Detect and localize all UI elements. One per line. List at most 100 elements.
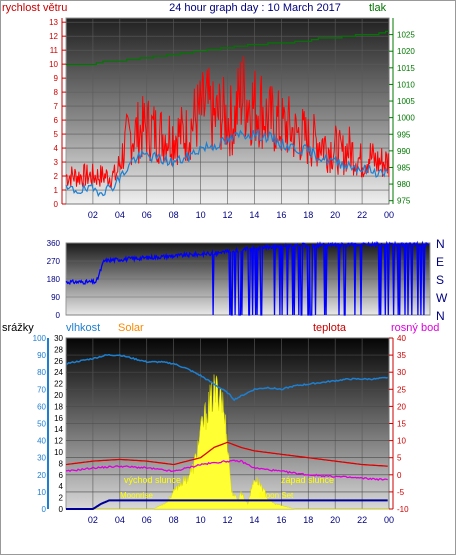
sunset-label: západ slunce [281, 475, 334, 485]
wind-hour-label: 10 [196, 210, 206, 220]
rain-tick-label: 0 [42, 505, 47, 514]
dewpoint-line [65, 459, 388, 481]
temperature-axis-label: teplota [313, 322, 347, 334]
wind-tick-label: 0 [54, 200, 59, 209]
compass-label: W [436, 291, 448, 305]
wind-gust-line [65, 56, 390, 189]
humidity-tick-label: 12 [54, 437, 63, 446]
pressure-tick-label: 995 [397, 130, 411, 139]
pressure-tick-label: 990 [397, 147, 411, 156]
humidity-tick-label: 30 [54, 334, 63, 343]
humidity-line [65, 353, 388, 402]
wind-hour-label: 02 [88, 210, 98, 220]
wind-tick-label: 8 [54, 88, 59, 97]
climate-hour-label: 18 [303, 515, 313, 525]
climate-hour-label: 00 [384, 515, 394, 525]
direction-tick-label: 0 [56, 311, 61, 320]
temperature-tick-label: 0 [397, 471, 402, 480]
wind-tick-label: 5 [54, 130, 59, 139]
wind-tick-label: 3 [54, 158, 59, 167]
climate-hour-label: 12 [222, 515, 232, 525]
humidity-tick-label: 8 [59, 459, 64, 468]
temperature-tick-label: 10 [397, 437, 406, 446]
humidity-tick-label: 10 [54, 448, 63, 457]
pressure-tick-label: 1020 [397, 47, 415, 56]
wind-tick-label: 11 [50, 46, 59, 55]
wind-tick-label: 12 [49, 32, 58, 41]
pressure-tick-label: 1025 [397, 31, 415, 40]
wind-tick-label: 4 [54, 144, 59, 153]
climate-hour-label: 16 [276, 515, 286, 525]
rain-axis-label: srážky [2, 322, 34, 334]
temperature-tick-label: 20 [397, 402, 406, 411]
humidity-tick-label: 4 [59, 482, 64, 491]
wind-hour-label: 22 [357, 210, 367, 220]
climate-hour-label: 08 [169, 515, 179, 525]
pressure-line [66, 30, 389, 66]
solar-area [66, 374, 389, 510]
humidity-tick-label: 26 [54, 357, 63, 366]
pressure-tick-label: 1015 [397, 64, 415, 73]
wind-hour-label: 16 [276, 210, 286, 220]
wind-hour-label: 08 [169, 210, 179, 220]
pressure-tick-label: 1010 [397, 80, 415, 89]
wind-hour-label: 14 [249, 210, 259, 220]
humidity-tick-label: 24 [54, 368, 63, 377]
compass-label: N [436, 309, 445, 323]
temperature-tick-label: 30 [397, 368, 406, 377]
climate-hour-label: 02 [88, 515, 98, 525]
temperature-tick-label: 35 [397, 351, 406, 360]
climate-hour-label: 22 [357, 515, 367, 525]
wind-tick-label: 10 [49, 60, 58, 69]
pressure-tick-label: 975 [397, 197, 411, 206]
chart-title: 24 hour graph day : 10 March 2017 [169, 2, 341, 14]
compass-label: E [436, 255, 444, 269]
humidity-tick-label: 22 [54, 380, 63, 389]
climate-hour-label: 14 [249, 515, 259, 525]
rain-tick-label: 70 [37, 385, 46, 394]
humidity-tick-label: 14 [54, 425, 63, 434]
wind-hour-label: 04 [115, 210, 125, 220]
pressure-tick-label: 980 [397, 180, 411, 189]
wind-hour-label: 00 [384, 210, 394, 220]
direction-tick-label: 360 [47, 239, 61, 248]
temperature-tick-label: 25 [397, 385, 406, 394]
pressure-tick-label: 985 [397, 163, 411, 172]
direction-tick-label: 180 [47, 275, 61, 284]
wind-tick-label: 13 [49, 18, 58, 27]
wind-hour-label: 18 [303, 210, 313, 220]
climate-hour-label: 06 [142, 515, 152, 525]
humidity-tick-label: 18 [54, 402, 63, 411]
wind-axis-label: rychlost větru [2, 2, 67, 14]
wind-direction-line [65, 240, 430, 316]
rain-tick-label: 20 [37, 471, 46, 480]
temperature-line [65, 441, 388, 467]
rain-tick-label: 60 [37, 402, 46, 411]
wind-tick-label: 1 [54, 186, 59, 195]
rain-tick-label: 90 [37, 351, 46, 360]
temperature-tick-label: -5 [397, 488, 405, 497]
humidity-tick-label: 2 [59, 494, 64, 503]
humidity-tick-label: 20 [54, 391, 63, 400]
rain-tick-label: 40 [37, 437, 46, 446]
temperature-tick-label: 5 [397, 454, 402, 463]
wind-hour-label: 12 [222, 210, 232, 220]
temperature-tick-label: 15 [397, 420, 406, 429]
rain-tick-label: 10 [37, 488, 46, 497]
solar-axis-label: Solar [118, 322, 144, 334]
humidity-axis-label: vlhkost [66, 322, 100, 334]
humidity-tick-label: 16 [54, 414, 63, 423]
moonrise-label: Moonrise [120, 491, 153, 500]
data-layer [65, 30, 430, 510]
temperature-tick-label: 40 [397, 334, 406, 343]
rain-tick-label: 50 [37, 420, 46, 429]
dewpoint-axis-label: rosný bod [391, 322, 439, 334]
wind-average-line [65, 129, 388, 198]
wind-hour-label: 20 [330, 210, 340, 220]
sunrise-label: východ slunce [124, 475, 181, 485]
direction-tick-label: 90 [51, 293, 60, 302]
rain-tick-label: 80 [37, 368, 46, 377]
rain-tick-label: 30 [37, 454, 46, 463]
rain-line [66, 499, 388, 510]
